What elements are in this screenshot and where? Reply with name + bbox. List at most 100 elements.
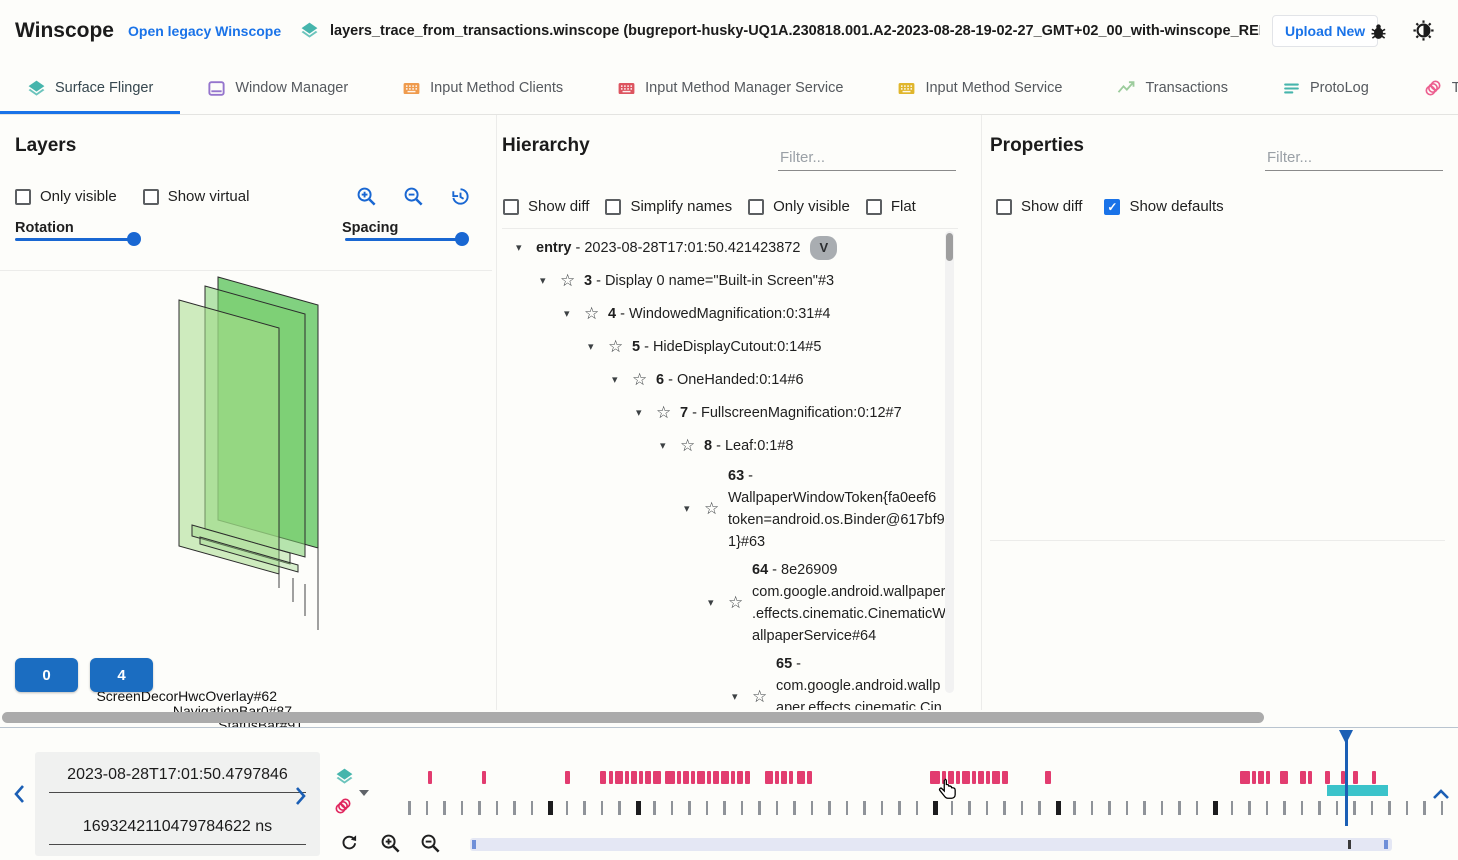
checkbox-unchecked[interactable]	[748, 198, 765, 215]
reset-view-icon[interactable]	[449, 185, 472, 208]
trace-entry-tick[interactable]	[1265, 801, 1268, 815]
trace-entry-tick[interactable]	[565, 801, 568, 815]
trace-entry-tick[interactable]	[1423, 801, 1426, 815]
trace-entry-tick[interactable]	[635, 801, 641, 815]
tab-tr[interactable]: Tr	[1396, 62, 1458, 114]
transition-event-marker[interactable]	[631, 771, 637, 784]
transition-event-marker[interactable]	[1325, 771, 1330, 784]
trace-entry-tick[interactable]	[845, 801, 848, 815]
trace-entry-tick[interactable]	[705, 801, 708, 815]
pin-star-icon[interactable]: ☆	[632, 369, 648, 389]
transition-event-marker[interactable]	[1341, 771, 1345, 784]
transition-event-marker[interactable]	[986, 771, 990, 784]
transition-event-marker[interactable]	[765, 771, 773, 784]
trace-entry-tick[interactable]	[478, 801, 481, 815]
trace-entry-tick[interactable]	[1090, 801, 1093, 815]
trace-entry-tick[interactable]	[513, 801, 516, 815]
trace-entry-tick[interactable]	[828, 801, 831, 815]
transition-event-marker[interactable]	[1266, 771, 1270, 784]
transition-event-marker[interactable]	[639, 771, 643, 784]
transition-event-marker[interactable]	[428, 771, 432, 784]
trace-entry-tick[interactable]	[1055, 801, 1061, 815]
zoom-out-icon[interactable]	[419, 832, 442, 855]
trace-entry-tick[interactable]	[740, 801, 743, 815]
pin-star-icon[interactable]: ☆	[584, 303, 600, 323]
tab-protolog[interactable]: ProtoLog	[1255, 62, 1396, 114]
transition-event-marker[interactable]	[1252, 771, 1256, 784]
expand-arrow-icon[interactable]: ▾	[564, 307, 570, 320]
tree-node-8[interactable]: ▾ ☆ 8 - Leaf:0:1#8	[502, 429, 946, 462]
tab-transactions[interactable]: Transactions	[1089, 62, 1254, 114]
trace-entry-tick[interactable]	[810, 801, 813, 815]
tree-node-65[interactable]: ▾ ☆ 65 - com.google.android.wallpaper.effe…	[502, 650, 946, 710]
pin-star-icon[interactable]: ☆	[560, 270, 576, 290]
transition-event-marker[interactable]	[1002, 771, 1008, 784]
expand-arrow-icon[interactable]: ▾	[660, 439, 666, 452]
pin-star-icon[interactable]: ☆	[752, 687, 768, 706]
tree-node-6[interactable]: ▾ ☆ 6 - OneHanded:0:14#6	[502, 363, 946, 396]
checkbox-unchecked[interactable]	[996, 198, 1012, 215]
trace-entry-tick[interactable]	[1248, 801, 1251, 815]
expand-arrow-icon[interactable]: ▾	[588, 340, 594, 353]
trace-entry-tick[interactable]	[1370, 801, 1373, 815]
transition-event-marker[interactable]	[665, 771, 675, 784]
transition-event-marker[interactable]	[600, 771, 606, 784]
transition-event-marker[interactable]	[565, 771, 570, 784]
trace-entry-tick[interactable]	[1073, 801, 1076, 815]
trace-entry-tick[interactable]	[1125, 801, 1128, 815]
trace-entry-tick[interactable]	[775, 801, 778, 815]
ns-timestamp-field[interactable]: 1693242110479784622 ns	[49, 818, 306, 845]
trace-entry-tick[interactable]	[1195, 801, 1198, 815]
zoom-in-icon[interactable]	[355, 185, 378, 208]
transition-event-marker[interactable]	[1280, 771, 1288, 784]
expand-arrow-icon[interactable]: ▾	[636, 406, 642, 419]
transition-event-marker[interactable]	[713, 771, 719, 784]
trace-entry-tick[interactable]	[793, 801, 796, 815]
upload-new-button[interactable]: Upload New	[1272, 15, 1379, 47]
trace-entry-tick[interactable]	[1353, 801, 1356, 815]
transition-event-marker[interactable]	[962, 771, 970, 784]
timeline-canvas[interactable]	[400, 728, 1458, 860]
transition-event-marker[interactable]	[781, 771, 787, 784]
transition-event-marker[interactable]	[625, 771, 629, 784]
transition-event-marker[interactable]	[972, 771, 976, 784]
trace-entry-tick[interactable]	[1300, 801, 1303, 815]
layers-3d-view[interactable]	[0, 115, 492, 640]
trace-entry-tick[interactable]	[758, 801, 761, 815]
trace-entry-tick[interactable]	[618, 801, 621, 815]
transition-event-marker[interactable]	[737, 771, 743, 784]
transition-event-marker[interactable]	[1300, 771, 1306, 784]
trace-entry-tick[interactable]	[1160, 801, 1163, 815]
chevron-down-icon[interactable]	[359, 790, 369, 796]
trace-entry-tick[interactable]	[583, 801, 586, 815]
zoom-in-icon[interactable]	[379, 832, 402, 855]
trace-entry-tick[interactable]	[548, 801, 553, 815]
next-entry-icon[interactable]	[290, 784, 310, 808]
trace-entry-tick[interactable]	[1213, 801, 1218, 815]
transition-event-marker[interactable]	[930, 771, 940, 784]
spacing-slider-thumb[interactable]	[455, 232, 469, 246]
trace-entry-tick[interactable]	[1440, 801, 1443, 815]
prev-entry-icon[interactable]	[10, 782, 30, 806]
tab-input-method-manager-service[interactable]: Input Method Manager Service	[590, 62, 870, 114]
checkbox-unchecked[interactable]	[503, 198, 519, 215]
tree-node-entry[interactable]: ▾ entry - 2023-08-28T17:01:50.421423872 V	[502, 231, 946, 264]
transition-event-marker[interactable]	[1372, 771, 1376, 784]
transition-event-marker[interactable]	[942, 771, 946, 784]
pin-star-icon[interactable]: ☆	[680, 435, 696, 455]
trace-entry-tick[interactable]	[1003, 801, 1006, 815]
expand-arrow-icon[interactable]: ▾	[516, 241, 522, 254]
human-timestamp-field[interactable]: 2023-08-28T17:01:50.4797846	[49, 766, 306, 793]
expand-arrow-icon[interactable]: ▾	[684, 503, 690, 515]
curr-root-id-button[interactable]: 0	[15, 658, 78, 692]
hierarchy-scrollbar[interactable]	[945, 231, 954, 693]
pin-star-icon[interactable]: ☆	[728, 593, 744, 612]
trace-entry-tick[interactable]	[1405, 801, 1408, 815]
trace-entry-tick[interactable]	[933, 801, 938, 815]
transition-event-marker[interactable]	[1308, 771, 1312, 784]
expand-arrow-icon[interactable]: ▾	[612, 373, 618, 386]
transition-event-marker[interactable]	[645, 771, 651, 784]
trace-entry-tick[interactable]	[495, 801, 498, 815]
transition-event-marker[interactable]	[653, 771, 661, 784]
bug-report-icon[interactable]	[1368, 21, 1389, 47]
